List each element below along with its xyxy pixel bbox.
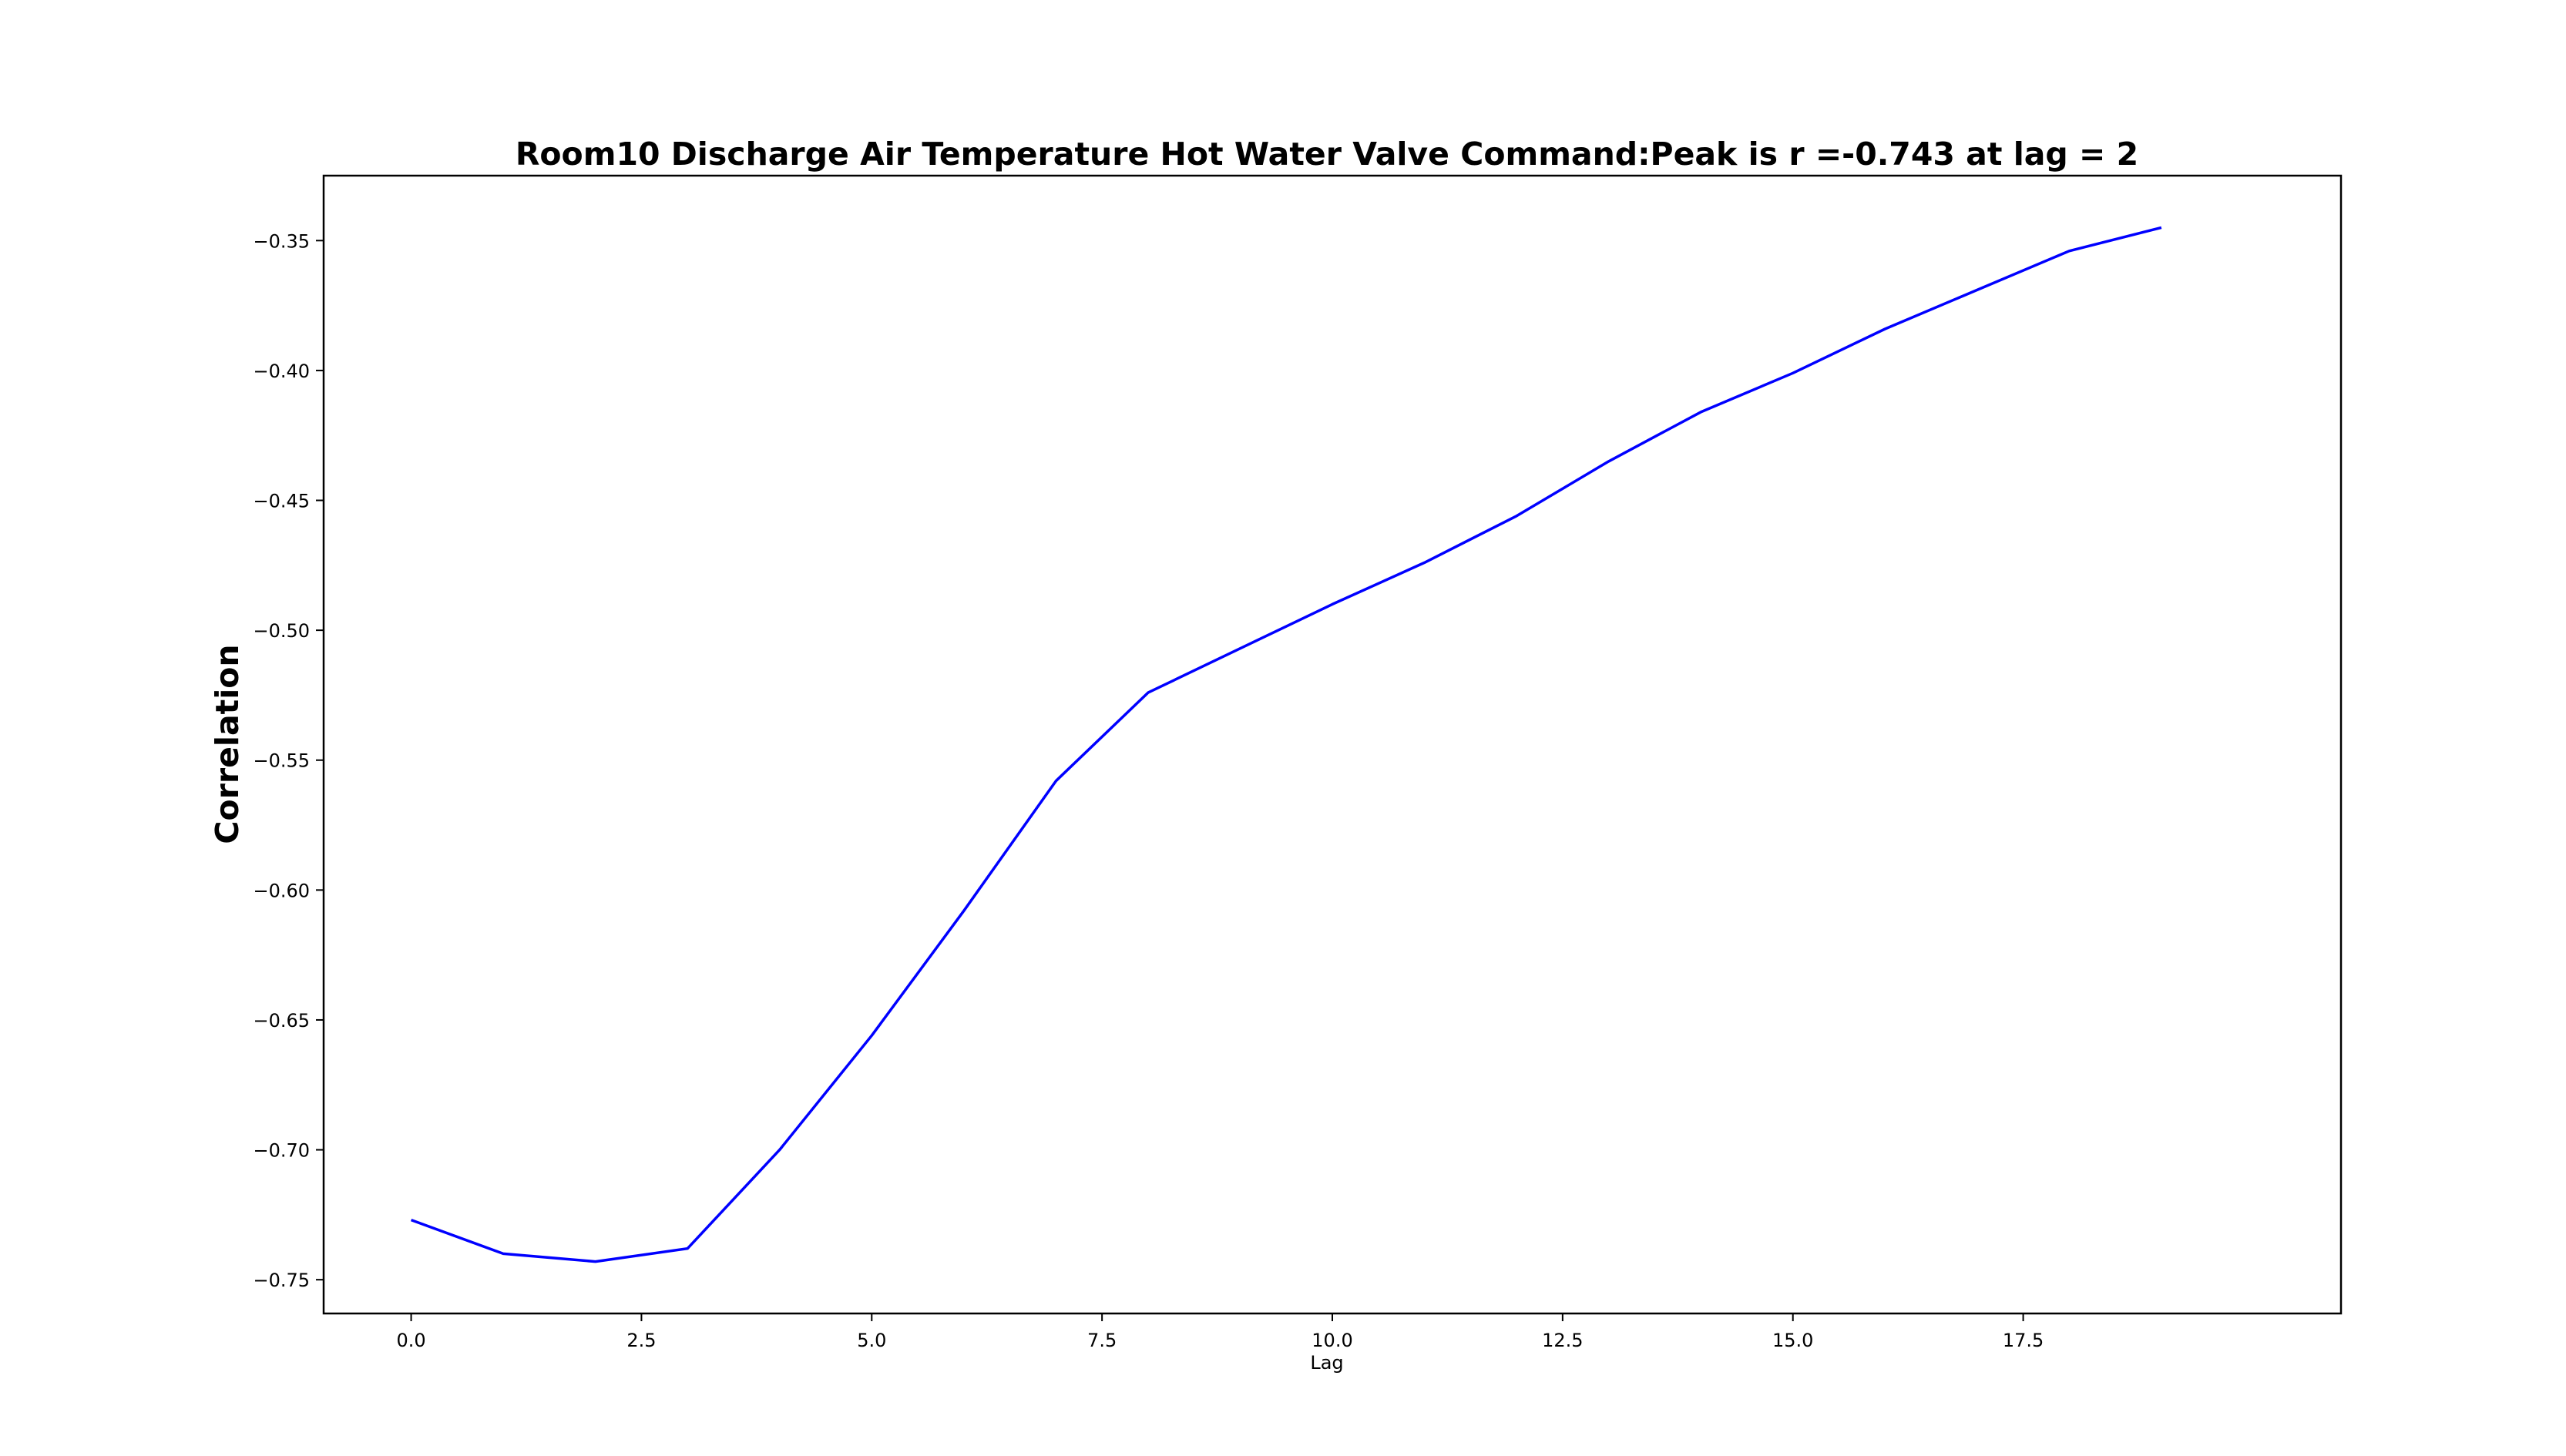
y-tick-label: −0.65: [253, 1010, 310, 1032]
series-line: [410, 226, 2162, 1263]
y-axis-label: Correlation: [209, 644, 246, 844]
x-axis: 0.0 2.5 5.0 7.5 10.0 12.5 15.0 17.5: [396, 1313, 2044, 1351]
y-tick-label: −0.40: [253, 361, 310, 382]
y-tick-label: −0.50: [253, 620, 310, 642]
y-tick-label: −0.35: [253, 230, 310, 252]
x-axis-label: Lag: [1310, 1352, 1343, 1374]
chart-title: Room10 Discharge Air Temperature Hot Wat…: [516, 136, 2138, 173]
y-tick-label: −0.45: [253, 491, 310, 512]
x-tick-label: 10.0: [1312, 1330, 1352, 1351]
y-tick-label: −0.70: [253, 1140, 310, 1162]
x-tick-label: 5.0: [857, 1330, 886, 1351]
y-tick-label: −0.60: [253, 880, 310, 901]
x-tick-label: 17.5: [2003, 1330, 2044, 1351]
y-tick-label: −0.75: [253, 1270, 310, 1291]
y-tick-label: −0.55: [253, 750, 310, 772]
x-tick-label: 12.5: [1542, 1330, 1583, 1351]
y-axis: −0.35 −0.40 −0.45 −0.50 −0.55 −0.60 −0.65 −0.70…: [253, 230, 324, 1291]
data-layer: [410, 226, 2162, 1263]
x-tick-label: 0.0: [396, 1330, 425, 1351]
x-tick-label: 15.0: [1772, 1330, 1813, 1351]
x-tick-label: 2.5: [626, 1330, 656, 1351]
x-tick-label: 7.5: [1087, 1330, 1117, 1351]
